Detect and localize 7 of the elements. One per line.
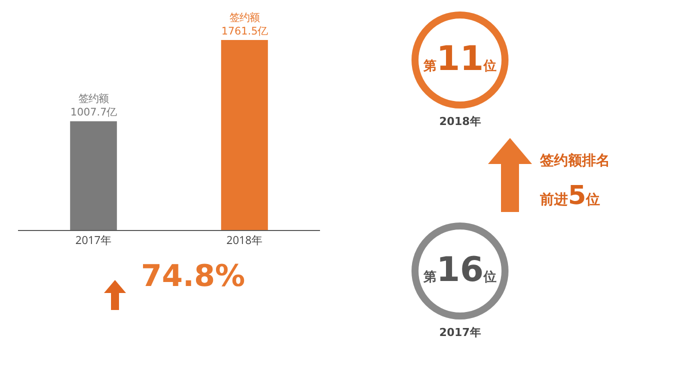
data-label: 签约额 1007.7亿 (70, 93, 117, 119)
text: 74.8% (141, 259, 246, 294)
data-label: 签约额 1761.5亿 (221, 12, 268, 38)
text: 2017年 (438, 325, 482, 341)
text: 2018年 (438, 114, 482, 130)
text: 签约额排名 (540, 152, 611, 171)
text: 前进5位 (540, 180, 602, 213)
